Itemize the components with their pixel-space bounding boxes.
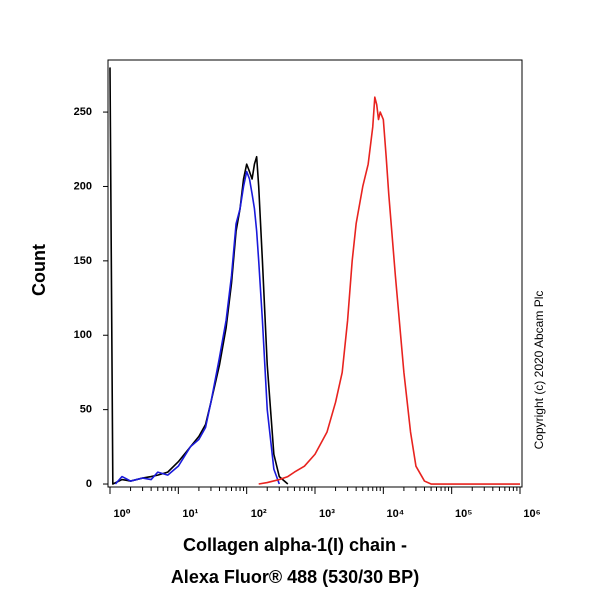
y-tick-label: 200 bbox=[74, 180, 92, 192]
x-axis-label: Alexa Fluor® 488 (530/30 BP) bbox=[171, 567, 419, 587]
y-axis-label: Count bbox=[29, 244, 49, 296]
x-tick-label: 10⁵ bbox=[455, 508, 472, 520]
x-tick-label: 10³ bbox=[319, 508, 335, 520]
plot-frame bbox=[107, 59, 523, 488]
x-tick-label: 10⁴ bbox=[386, 508, 404, 520]
x-tick-label: 10² bbox=[251, 508, 267, 520]
y-tick-label: 100 bbox=[74, 329, 92, 341]
histogram-line bbox=[109, 67, 289, 485]
y-tick-label: 250 bbox=[74, 106, 92, 118]
y-tick-label: 50 bbox=[80, 404, 92, 416]
histogram-line bbox=[258, 96, 520, 485]
histogram-line bbox=[114, 170, 281, 485]
y-tick-label: 150 bbox=[74, 255, 92, 267]
x-tick-label: 10¹ bbox=[182, 508, 198, 520]
x-axis-label: Collagen alpha-1(I) chain - bbox=[183, 535, 407, 555]
x-tick-label: 10⁶ bbox=[523, 508, 540, 520]
copyright: Copyright (c) 2020 Abcam Plc bbox=[532, 291, 546, 450]
y-tick-label: 0 bbox=[86, 478, 92, 490]
x-tick-label: 10⁰ bbox=[113, 508, 130, 520]
